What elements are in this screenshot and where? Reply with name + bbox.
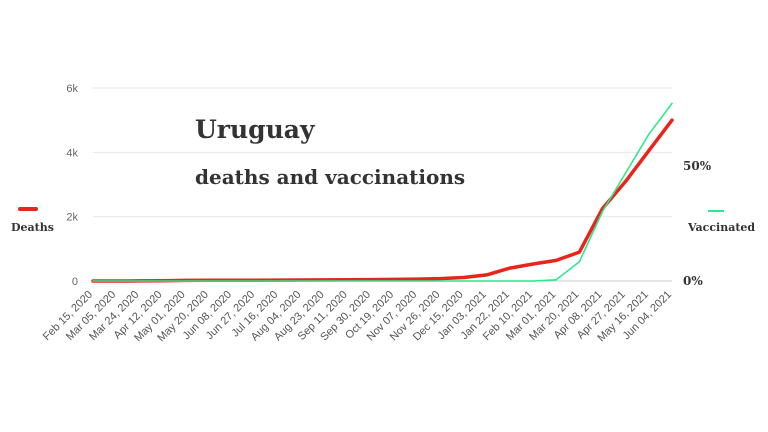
legend-deaths-label: Deaths <box>11 221 54 234</box>
chart-subtitle: deaths and vaccinations <box>195 165 465 189</box>
y-axis-left-tick-label: 4k <box>66 147 78 159</box>
series-lines <box>91 102 674 283</box>
y-axis-left-tick-label: 6k <box>66 83 78 95</box>
legend-deaths: Deaths <box>11 207 54 234</box>
y-axis-left-ticks: 0 2k 4k 6k <box>66 83 78 288</box>
legend-vaccinated: Vaccinated <box>687 210 755 234</box>
series-line-vaccinated <box>92 102 673 282</box>
series-line-deaths <box>91 118 674 283</box>
y-axis-right-tick-0: 0% <box>683 274 703 288</box>
y-axis-right-tick-50: 50% <box>683 159 712 173</box>
chart-title: Uruguay <box>195 115 316 144</box>
y-axis-left-tick-label: 2k <box>66 212 78 224</box>
y-axis-left-tick-label: 0 <box>72 276 78 288</box>
legend-vaccinated-label: Vaccinated <box>687 221 755 234</box>
